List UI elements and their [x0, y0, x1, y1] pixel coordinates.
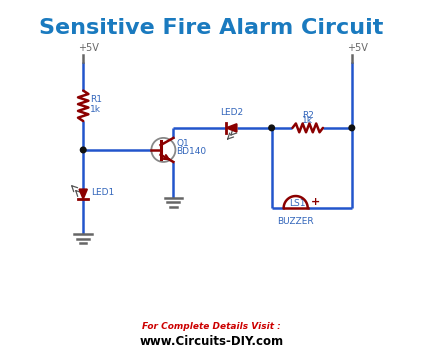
- Text: +5V: +5V: [347, 43, 368, 53]
- Text: 1k: 1k: [302, 116, 313, 125]
- Text: +5V: +5V: [78, 43, 99, 53]
- Text: Sensitive Fire Alarm Circuit: Sensitive Fire Alarm Circuit: [39, 18, 384, 38]
- Text: LED1: LED1: [91, 188, 115, 197]
- Circle shape: [269, 125, 275, 131]
- Circle shape: [80, 147, 86, 153]
- Text: 1k: 1k: [90, 105, 101, 114]
- Text: R1: R1: [90, 95, 102, 104]
- Text: For Complete Details Visit :: For Complete Details Visit :: [142, 322, 281, 331]
- Text: www.Circuits-DIY.com: www.Circuits-DIY.com: [140, 335, 283, 348]
- Text: BD140: BD140: [176, 148, 206, 157]
- Text: BUZZER: BUZZER: [277, 217, 314, 226]
- Text: Q1: Q1: [176, 139, 189, 148]
- Text: LED2: LED2: [220, 108, 243, 117]
- Polygon shape: [226, 124, 237, 132]
- Text: R2: R2: [302, 111, 313, 120]
- Polygon shape: [79, 189, 87, 199]
- Text: +: +: [311, 197, 320, 207]
- Circle shape: [349, 125, 354, 131]
- Text: LS1: LS1: [289, 199, 306, 208]
